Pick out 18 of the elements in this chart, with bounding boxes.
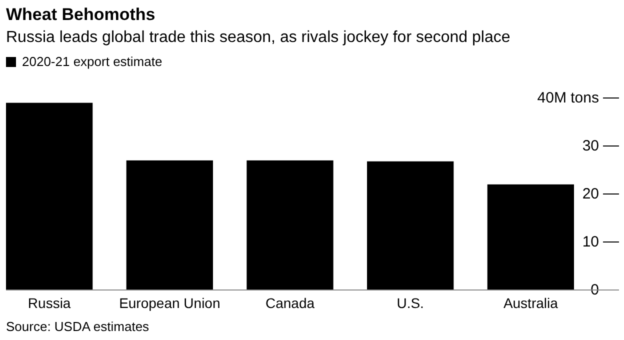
y-tick-label: 10 (582, 234, 599, 250)
y-tick-label: 20 (582, 186, 599, 202)
x-tick-label: Australia (503, 295, 558, 311)
y-tick-label: 30 (582, 138, 599, 154)
y-tick-label: 40M tons (537, 90, 599, 106)
chart-subtitle: Russia leads global trade this season, as rivals jockey for second place (6, 29, 510, 46)
legend-label: 2020-21 export estimate (22, 54, 162, 69)
chart-title: Wheat Behomoths (6, 5, 156, 24)
source-note: Source: USDA estimates (6, 319, 150, 334)
bar (246, 160, 334, 290)
x-tick-label: U.S. (396, 295, 424, 311)
bar (367, 161, 454, 290)
x-tick-label: Russia (28, 295, 71, 311)
x-tick-label: Canada (265, 295, 315, 311)
bar (487, 184, 574, 290)
bar (126, 160, 213, 290)
x-tick-label: European Union (119, 295, 220, 311)
bar (6, 102, 93, 290)
